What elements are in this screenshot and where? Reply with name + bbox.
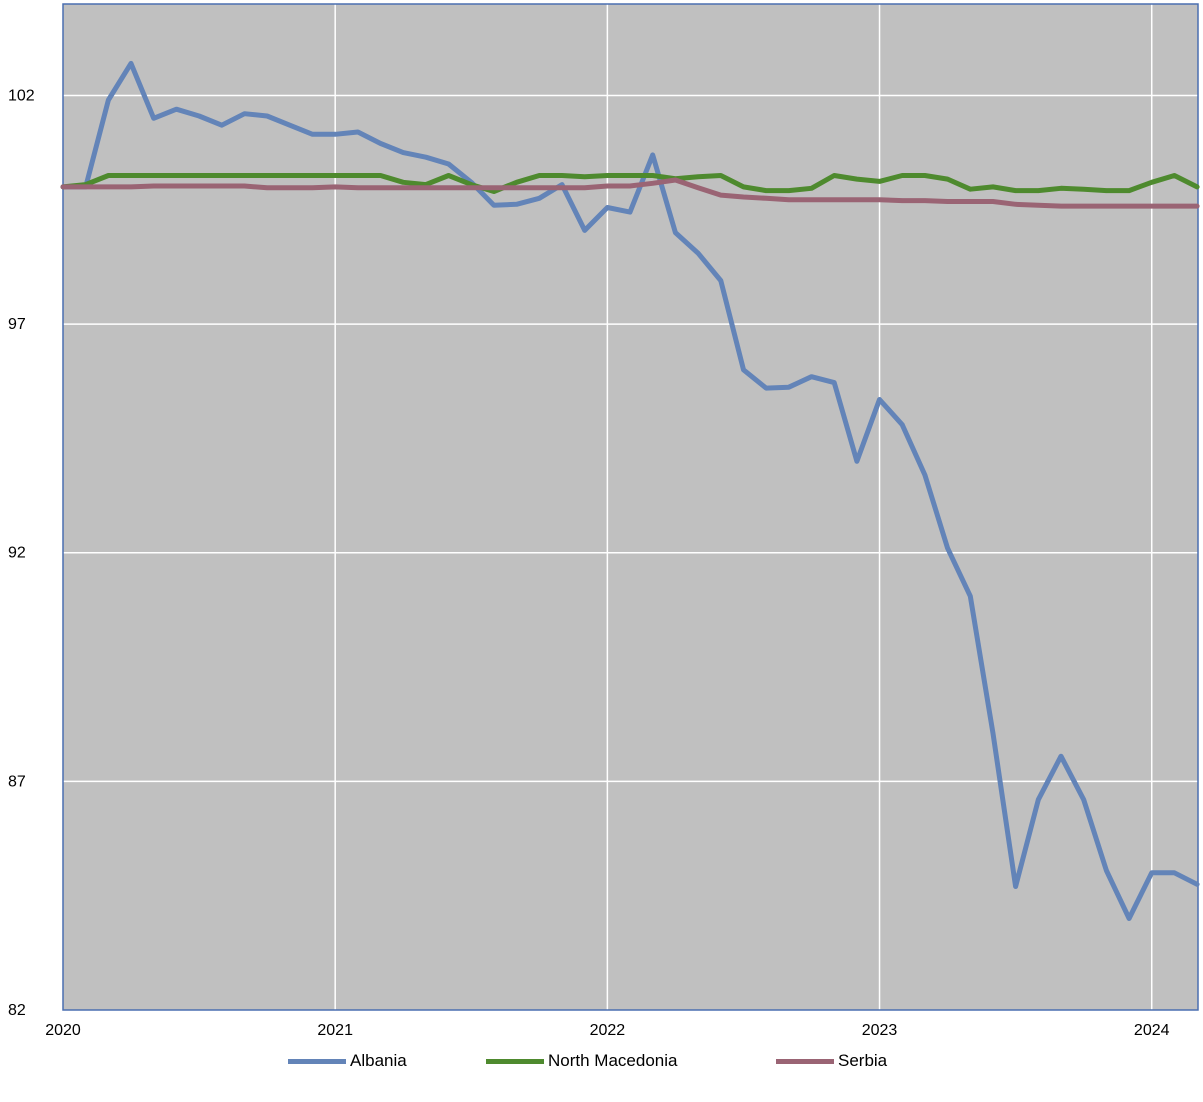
legend-item-albania[interactable]: Albania [288,1046,407,1076]
y-tick-label: 87 [8,773,26,790]
y-axis-ticks: 82 87 92 97 102 [8,87,35,1019]
legend-label-serbia: Serbia [838,1051,888,1070]
y-tick-label: 82 [8,1002,26,1019]
x-tick-label: 2020 [45,1022,81,1039]
series-line-north-macedonia [60,173,1200,194]
plot-background [63,4,1198,1010]
y-tick-label: 97 [8,316,26,333]
x-tick-label: 2021 [317,1022,353,1039]
series-line-albania [60,60,1200,921]
legend-label-albania: Albania [350,1051,407,1070]
gridlines [63,4,1198,1010]
legend: Albania North Macedonia Serbia [0,1046,1203,1076]
plot-frame [62,3,1199,1011]
legend-item-serbia[interactable]: Serbia [776,1046,887,1076]
x-axis-ticks: 2020 2021 2022 2023 2024 [45,1022,1169,1039]
legend-swatch-albania [288,1058,346,1064]
y-tick-label: 92 [8,545,26,562]
series-line-serbia [60,177,1200,209]
legend-item-north-macedonia[interactable]: North Macedonia [486,1046,677,1076]
x-tick-label: 2022 [590,1022,626,1039]
y-tick-label: 102 [8,87,35,104]
legend-label-north-macedonia: North Macedonia [548,1051,678,1070]
legend-swatch-serbia [776,1058,834,1064]
x-tick-label: 2023 [862,1022,898,1039]
series-lines [60,60,1200,921]
x-tick-label: 2024 [1134,1022,1170,1039]
legend-swatch-north-macedonia [486,1058,544,1064]
